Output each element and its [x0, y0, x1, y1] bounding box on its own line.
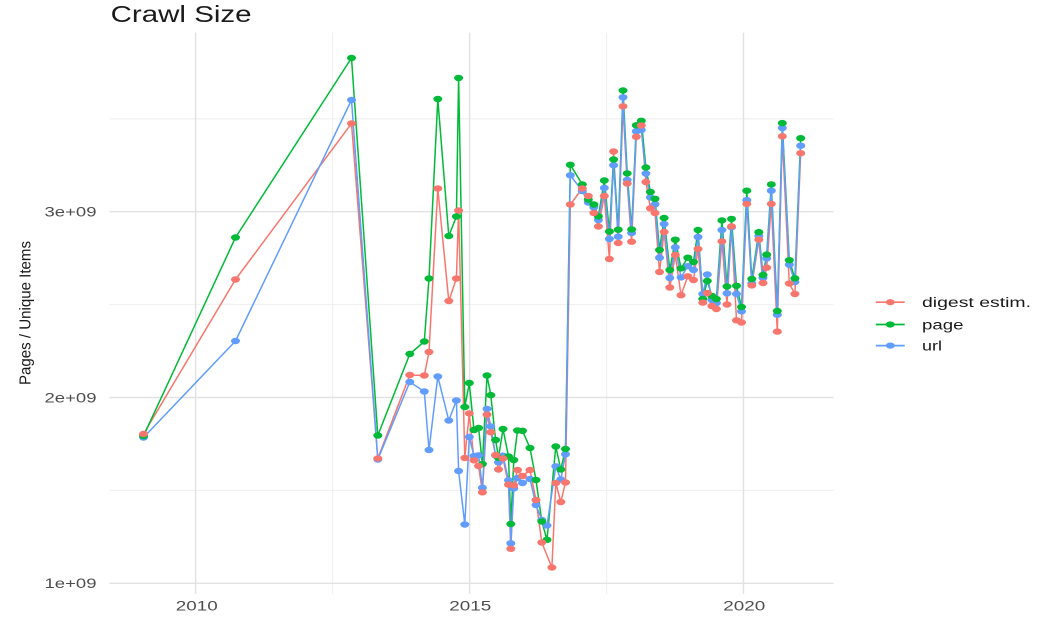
svg-text:1e+09: 1e+09: [45, 576, 97, 591]
svg-text:Crawl Size: Crawl Size: [111, 1, 252, 27]
svg-text:2010: 2010: [176, 598, 218, 613]
svg-text:url: url: [922, 339, 942, 354]
svg-text:digest estim.: digest estim.: [922, 295, 1031, 310]
svg-text:Pages / Unique Items: Pages / Unique Items: [18, 241, 35, 385]
svg-text:page: page: [922, 317, 964, 332]
svg-text:3e+09: 3e+09: [45, 205, 97, 220]
svg-text:2020: 2020: [723, 598, 765, 613]
svg-text:2e+09: 2e+09: [45, 390, 97, 405]
svg-text:2015: 2015: [449, 598, 491, 613]
